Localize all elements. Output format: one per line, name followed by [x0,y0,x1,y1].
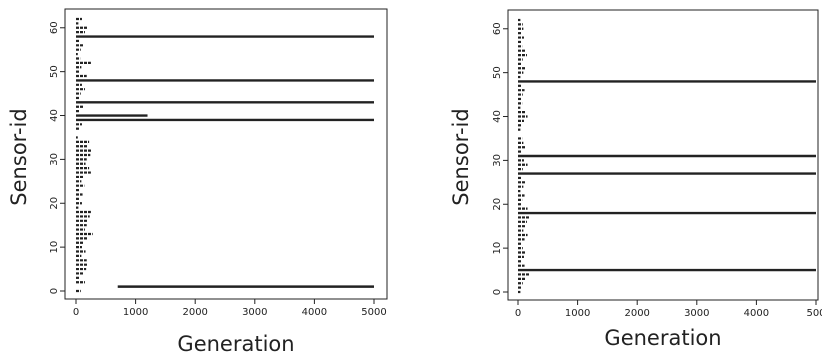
plot-frame [64,8,388,300]
y-tick-label: 30 [492,154,503,167]
y-tick-label: 20 [49,197,60,210]
x-tick-label: 2000 [182,307,207,318]
chart-panel-left: Generation Sensor-id 0 1000 2000 3000 4000 50… [7,8,388,354]
y-tick-label: 10 [492,242,503,255]
x-axis-title: Generation [177,332,294,354]
y-tick-label: 0 [49,288,60,294]
y-tick-label: 40 [492,110,503,123]
x-tick-label: 0 [73,307,79,318]
x-tick-label: 5000 [361,307,386,318]
y-tick-label: 0 [492,289,503,295]
y-tick-label: 20 [492,198,503,211]
y-tick-label: 30 [49,153,60,166]
y-axis-title: Sensor-id [7,108,31,205]
plot-area-left: 0 1000 2000 3000 4000 5000 0 10 20 30 40 50 60 [49,8,388,318]
y-tick-label: 50 [49,65,60,78]
x-tick-label: 500 [806,308,822,319]
chart-panel-right: Generation Sensor-id 0 1000 2000 3000 4000 50… [449,9,822,350]
y-tick-label: 60 [49,21,60,34]
y-tick-label: 50 [492,66,503,79]
x-tick-label: 3000 [684,308,709,319]
plot-area-right: 010002000300040005000102030405060 [492,9,822,319]
y-tick-label: 60 [492,22,503,35]
x-axis-title: Generation [604,326,721,350]
y-axis-title: Sensor-id [449,108,473,205]
x-tick-label: 3000 [242,307,267,318]
x-tick-label: 1000 [123,307,148,318]
x-tick-label: 4000 [302,307,327,318]
x-tick-label: 0 [515,308,521,319]
x-tick-label: 2000 [624,308,649,319]
y-tick-label: 10 [49,241,60,254]
y-tick-label: 40 [49,109,60,122]
x-tick-label: 4000 [744,308,769,319]
x-tick-label: 1000 [565,308,590,319]
